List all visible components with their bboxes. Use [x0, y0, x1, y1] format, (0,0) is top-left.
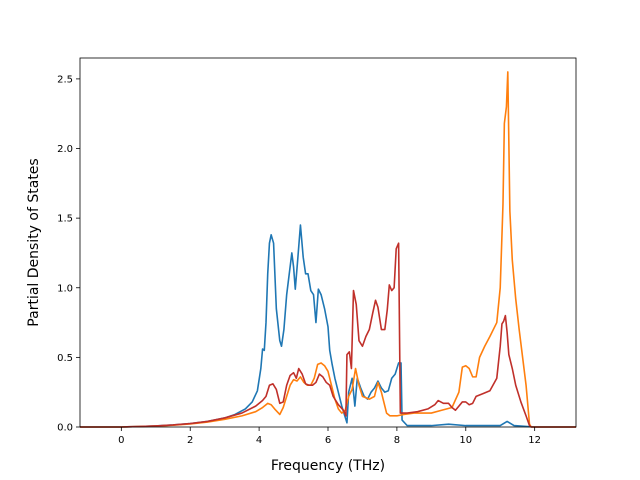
x-tick-label: 8 — [394, 435, 400, 446]
x-axis-ticks: 0 2 4 6 8 10 12 — [118, 427, 541, 446]
y-tick-label: 2.0 — [57, 144, 73, 155]
x-tick-label: 0 — [118, 435, 124, 446]
plot-area — [80, 71, 576, 428]
y-tick-label: 2.5 — [57, 74, 73, 85]
series-line-1 — [80, 224, 576, 428]
y-tick-label: 0.0 — [57, 423, 73, 434]
y-axis-ticks: 0.0 0.5 1.0 1.5 2.0 2.5 — [57, 74, 80, 434]
axes-frame — [79, 57, 577, 428]
x-tick-label: 2 — [187, 435, 193, 446]
series-line-2 — [80, 71, 576, 428]
y-tick-label: 1.5 — [57, 214, 73, 225]
x-tick-label: 4 — [256, 435, 262, 446]
y-tick-label: 0.5 — [57, 353, 73, 364]
x-tick-label: 6 — [325, 435, 331, 446]
y-tick-label: 1.0 — [57, 283, 73, 294]
y-axis-label: Partial Density of States — [26, 158, 42, 326]
x-axis-label: Frequency (THz) — [271, 458, 385, 474]
x-tick-label: 12 — [528, 435, 541, 446]
series-line-3 — [80, 242, 576, 428]
x-tick-label: 10 — [459, 435, 472, 446]
